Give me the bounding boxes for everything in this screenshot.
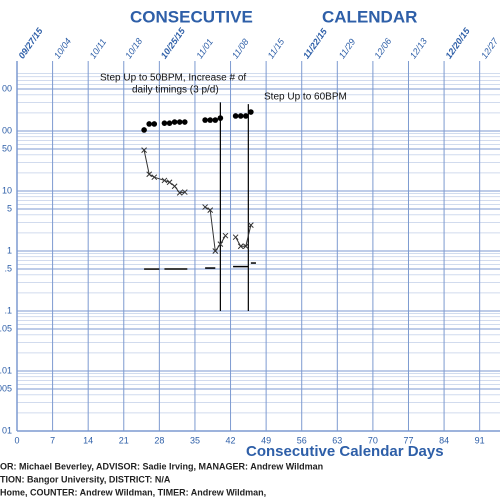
footer-line: TION: Bangor University, DISTRICT: N/A [0, 474, 171, 484]
data-point [146, 171, 153, 178]
date-label: 10/11 [88, 37, 109, 61]
x-tick-label: 84 [439, 435, 449, 445]
x-tick-label: 77 [403, 435, 413, 445]
x-tick-label: 42 [226, 435, 236, 445]
data-point [176, 190, 183, 196]
data-point [217, 241, 224, 248]
x-tick-label: 56 [297, 435, 307, 445]
y-tick-label: .01 [0, 365, 12, 375]
y-tick-label: 00 [2, 83, 12, 93]
x-tick-label: 70 [368, 435, 378, 445]
x-tick-label: 35 [190, 435, 200, 445]
date-label: 10/25/15 [159, 25, 188, 60]
y-tick-label: 5 [7, 203, 12, 213]
data-point [151, 174, 158, 181]
annotation: daily timings (3 p/d) [132, 85, 219, 96]
date-label: 09/27/15 [16, 25, 45, 60]
x-tick-label: 28 [154, 435, 164, 445]
data-point [161, 177, 168, 184]
x-tick-label: 49 [261, 435, 271, 445]
date-label: 11/22/15 [301, 26, 329, 61]
date-label: 12/27 [479, 36, 500, 61]
x-tick-label: 7 [50, 435, 55, 445]
data-point [181, 189, 188, 195]
data-point [166, 120, 173, 126]
y-tick-label: 01 [2, 425, 12, 435]
data-point [141, 127, 147, 133]
y-tick-label: .5 [4, 263, 12, 273]
data-point [141, 147, 147, 153]
date-label: 11/08 [230, 37, 251, 61]
x-tick-label: 91 [475, 435, 485, 445]
data-point [207, 207, 214, 213]
series-line [235, 225, 252, 247]
data-point [181, 119, 188, 125]
date-label: 11/29 [337, 37, 358, 61]
chart-title: CALENDAR [322, 7, 417, 26]
data-point [242, 243, 249, 250]
data-point [207, 117, 213, 123]
footer-line: OR: Michael Beverley, ADVISOR: Sadie Irv… [0, 461, 323, 471]
data-point [217, 115, 224, 121]
series-line [204, 206, 226, 253]
footer-line: Home, COUNTER: Andrew Wildman, TIMER: An… [0, 487, 266, 497]
date-label: 12/20/15 [443, 25, 472, 60]
data-point [171, 119, 178, 125]
y-tick-label: 10 [2, 185, 12, 195]
data-point [161, 120, 168, 126]
data-point [212, 248, 219, 254]
date-label: 10/04 [52, 36, 73, 60]
date-label: 10/18 [123, 36, 144, 60]
data-point [232, 234, 239, 241]
y-tick-label: 50 [2, 143, 12, 153]
y-tick-label: 00 [2, 125, 12, 135]
data-point [176, 119, 183, 125]
x-tick-label: 21 [119, 435, 129, 445]
data-point [151, 121, 158, 127]
date-label: 12/06 [372, 36, 393, 60]
y-tick-label: .1 [4, 305, 12, 315]
chart-title: CONSECUTIVE [130, 7, 253, 26]
y-tick-label: .05 [0, 323, 12, 333]
data-point [237, 243, 244, 250]
y-tick-label: .005 [0, 383, 12, 393]
data-point [212, 117, 219, 123]
data-point [202, 204, 208, 210]
x-tick-label: 63 [332, 435, 342, 445]
x-tick-label: 0 [14, 435, 19, 445]
data-point [202, 117, 208, 123]
data-point [171, 183, 178, 190]
data-point [222, 232, 229, 239]
annotation: Step Up to 50BPM, Increase # of [100, 73, 246, 84]
data-point [237, 113, 244, 119]
data-point [146, 121, 152, 127]
date-label: 11/01 [194, 37, 215, 61]
series-line [143, 150, 185, 194]
data-point [166, 179, 173, 186]
data-point [242, 113, 249, 119]
data-point [248, 109, 254, 115]
grid [16, 61, 500, 432]
data-point [248, 222, 254, 228]
date-label: 12/13 [408, 36, 429, 60]
x-axis-label: Consecutive Calendar Days [246, 443, 444, 460]
y-tick-label: 1 [7, 245, 12, 255]
data-point [232, 113, 239, 119]
date-label: 11/15 [266, 36, 287, 60]
x-tick-label: 14 [83, 435, 93, 445]
annotation: Step Up to 60BPM [264, 92, 347, 103]
